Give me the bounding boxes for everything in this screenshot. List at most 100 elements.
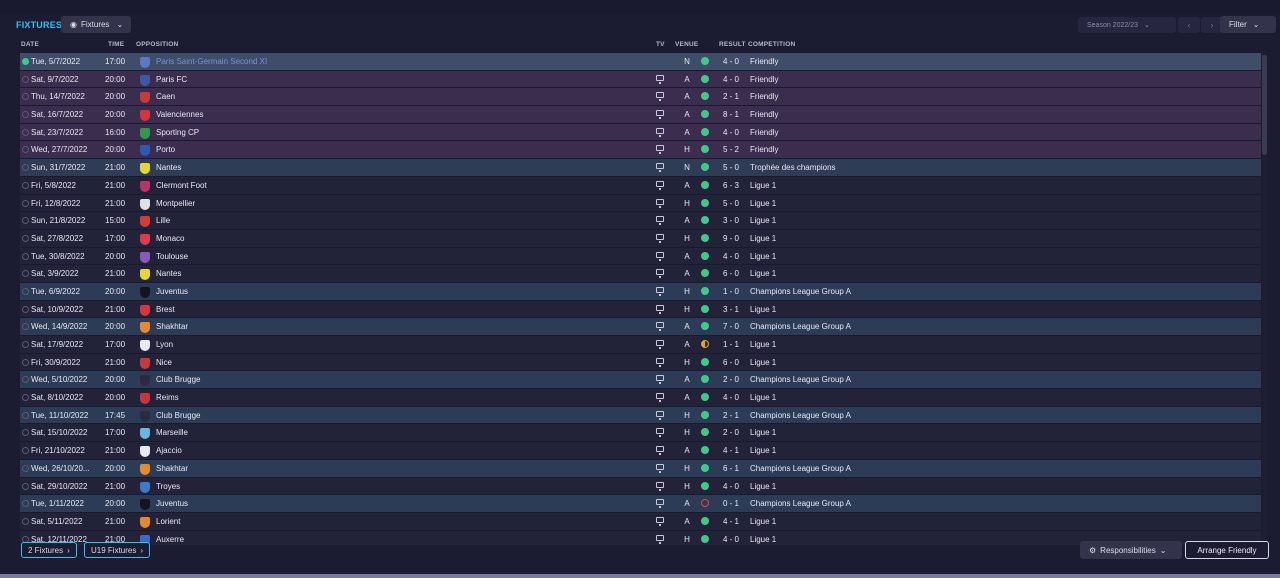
fixture-opposition[interactable]: Monaco xyxy=(156,233,185,243)
season-dropdown[interactable]: Season 2022/23 ⌄ xyxy=(1078,17,1176,33)
fixture-score[interactable]: 6 - 0 xyxy=(722,269,739,279)
u19-fixtures-button[interactable]: U19 Fixtures › xyxy=(84,542,151,558)
arrange-friendly-button[interactable]: Arrange Friendly xyxy=(1185,541,1269,559)
fixture-competition[interactable]: Ligue 1 xyxy=(750,269,777,279)
club-crest-icon[interactable] xyxy=(140,481,150,493)
club-crest-icon[interactable] xyxy=(140,92,150,104)
fixture-row[interactable]: Sat, 16/7/2022 20:00 Valenciennes A 8 - 1 Fri… xyxy=(20,106,1261,124)
club-crest-icon[interactable] xyxy=(140,322,150,334)
fixture-row[interactable]: Sat, 17/9/2022 17:00 Lyon A 1 - 1 Ligue 1 xyxy=(20,336,1261,354)
fixture-score[interactable]: 4 - 1 xyxy=(722,446,739,456)
fixture-competition[interactable]: Ligue 1 xyxy=(750,216,777,226)
club-crest-icon[interactable] xyxy=(140,304,150,316)
fixture-competition[interactable]: Champions League Group A xyxy=(750,375,851,385)
club-crest-icon[interactable] xyxy=(140,375,150,387)
scrollbar-thumb[interactable] xyxy=(1262,55,1267,155)
fixture-opposition[interactable]: Shakhtar xyxy=(156,322,189,332)
club-crest-icon[interactable] xyxy=(140,410,150,422)
responsibilities-button[interactable]: ⚙ Responsibilities ⌄ xyxy=(1080,541,1182,559)
fixture-competition[interactable]: Ligue 1 xyxy=(750,180,777,190)
column-header-opposition[interactable]: OPPOSITION xyxy=(136,41,179,48)
fixture-row[interactable]: Wed, 27/7/2022 20:00 Porto H 5 - 2 Friendly xyxy=(20,141,1261,160)
fixture-opposition[interactable]: Lorient xyxy=(156,516,181,526)
club-crest-icon[interactable] xyxy=(140,145,150,157)
select-indicator[interactable] xyxy=(22,181,29,189)
fixture-opposition[interactable]: Lille xyxy=(156,216,171,226)
fixture-row[interactable]: Sun, 21/8/2022 15:00 Lille A 3 - 0 Ligue 1 xyxy=(20,212,1261,230)
column-header-competition[interactable]: COMPETITION xyxy=(748,41,796,48)
fixture-row[interactable]: Fri, 30/9/2022 21:00 Nice H 6 - 0 Ligue 1 xyxy=(20,353,1261,372)
view-dropdown[interactable]: ◉ Fixtures ⌄ xyxy=(61,16,131,33)
fixture-competition[interactable]: Champions League Group A xyxy=(750,286,851,296)
fixture-competition[interactable]: Ligue 1 xyxy=(750,340,777,349)
club-crest-icon[interactable] xyxy=(140,74,150,86)
club-crest-icon[interactable] xyxy=(140,198,150,210)
fixture-competition[interactable]: Ligue 1 xyxy=(750,481,777,491)
fixture-row[interactable]: Fri, 21/10/2022 21:00 Ajaccio A 4 - 1 Ligue 1 xyxy=(20,442,1261,460)
fixture-opposition[interactable]: Club Brugge xyxy=(156,375,201,385)
fixture-opposition[interactable]: Clermont Foot xyxy=(156,180,207,190)
fixture-competition[interactable]: Friendly xyxy=(750,57,779,66)
fixture-competition[interactable]: Ligue 1 xyxy=(750,516,777,526)
select-indicator[interactable] xyxy=(22,75,29,83)
fixture-row[interactable]: Wed, 14/9/2022 20:00 Shakhtar A 7 - 0 Champio… xyxy=(20,318,1261,336)
fixture-row[interactable]: Sat, 29/10/2022 21:00 Troyes H 4 - 0 Ligue 1 xyxy=(20,477,1261,496)
two-fixtures-button[interactable]: 2 Fixtures › xyxy=(21,542,77,558)
column-header-date[interactable]: DATE xyxy=(21,41,40,48)
fixture-score[interactable]: 6 - 0 xyxy=(722,357,739,367)
fixture-opposition[interactable]: Paris FC xyxy=(156,74,188,84)
column-header-tv[interactable]: TV xyxy=(656,41,665,48)
fixture-competition[interactable]: Ligue 1 xyxy=(750,357,777,367)
select-indicator[interactable] xyxy=(22,111,29,119)
fixture-score[interactable]: 5 - 0 xyxy=(722,163,739,173)
fixture-competition[interactable]: Ligue 1 xyxy=(750,198,777,208)
select-indicator[interactable] xyxy=(22,341,29,348)
fixture-opposition[interactable]: Porto xyxy=(156,145,176,155)
club-crest-icon[interactable] xyxy=(140,110,150,122)
fixture-row[interactable]: Tue, 11/10/2022 17:45 Club Brugge H 2 - 1 Cha… xyxy=(20,406,1261,425)
fixture-competition[interactable]: Ligue 1 xyxy=(750,534,777,544)
fixture-row[interactable]: Fri, 5/8/2022 21:00 Clermont Foot A 6 - 3 Lig… xyxy=(20,176,1261,195)
fixture-row[interactable]: Sat, 23/7/2022 16:00 Sporting CP A 4 - 0 Frie… xyxy=(20,123,1261,142)
fixture-row[interactable]: Sun, 31/7/2022 21:00 Nantes N 5 - 0 Trophée d… xyxy=(20,159,1261,177)
fixture-opposition[interactable]: Brest xyxy=(156,304,175,314)
fixture-score[interactable]: 7 - 0 xyxy=(722,322,739,332)
previous-season-button[interactable]: ‹ xyxy=(1178,17,1200,33)
fixture-score[interactable]: 4 - 0 xyxy=(722,393,739,403)
fixture-row[interactable]: Thu, 14/7/2022 20:00 Caen A 2 - 1 Friendly xyxy=(20,88,1261,107)
select-indicator[interactable] xyxy=(22,464,29,472)
club-crest-icon[interactable] xyxy=(140,251,150,263)
fixture-row[interactable]: Wed, 5/10/2022 20:00 Club Brugge A 2 - 0 Cham… xyxy=(20,371,1261,390)
club-crest-icon[interactable] xyxy=(140,516,150,528)
fixture-row[interactable]: Sat, 12/11/2022 21:00 Auxerre H 4 - 0 Ligue 1 xyxy=(20,530,1261,545)
fixture-score[interactable]: 4 - 0 xyxy=(722,57,739,66)
fixture-opposition[interactable]: Club Brugge xyxy=(156,410,201,420)
select-indicator[interactable] xyxy=(22,500,29,508)
select-indicator[interactable] xyxy=(22,482,29,490)
select-indicator[interactable] xyxy=(22,429,29,437)
fixture-opposition[interactable]: Nantes xyxy=(156,269,182,279)
select-indicator[interactable] xyxy=(22,447,29,455)
fixture-competition[interactable]: Champions League Group A xyxy=(750,410,851,420)
fixture-competition[interactable]: Ligue 1 xyxy=(750,393,777,403)
fixture-opposition[interactable]: Auxerre xyxy=(156,534,185,544)
fixture-opposition[interactable]: Reims xyxy=(156,393,179,403)
fixture-score[interactable]: 6 - 3 xyxy=(722,180,739,190)
fixture-row[interactable]: Tue, 5/7/2022 17:00 Paris Saint-Germain Se… xyxy=(20,53,1261,71)
select-indicator[interactable] xyxy=(22,270,29,278)
column-header-venue[interactable]: VENUE xyxy=(675,41,699,48)
fixture-opposition[interactable]: Sporting CP xyxy=(156,127,200,137)
fixture-competition[interactable]: Champions League Group A xyxy=(750,499,851,509)
club-crest-icon[interactable] xyxy=(140,463,150,475)
fixture-row[interactable]: Sat, 27/8/2022 17:00 Monaco H 9 - 0 Ligue 1 xyxy=(20,229,1261,248)
fixture-competition[interactable]: Ligue 1 xyxy=(750,428,777,438)
select-indicator[interactable] xyxy=(22,252,29,260)
select-indicator[interactable] xyxy=(22,287,29,295)
fixture-score[interactable]: 2 - 1 xyxy=(722,92,739,102)
fixture-score[interactable]: 0 - 1 xyxy=(722,499,739,509)
select-indicator[interactable] xyxy=(22,517,29,525)
fixture-competition[interactable]: Ligue 1 xyxy=(750,304,777,314)
fixture-score[interactable]: 1 - 0 xyxy=(722,286,739,296)
fixture-score[interactable]: 4 - 0 xyxy=(722,534,739,544)
club-crest-icon[interactable] xyxy=(140,499,150,511)
